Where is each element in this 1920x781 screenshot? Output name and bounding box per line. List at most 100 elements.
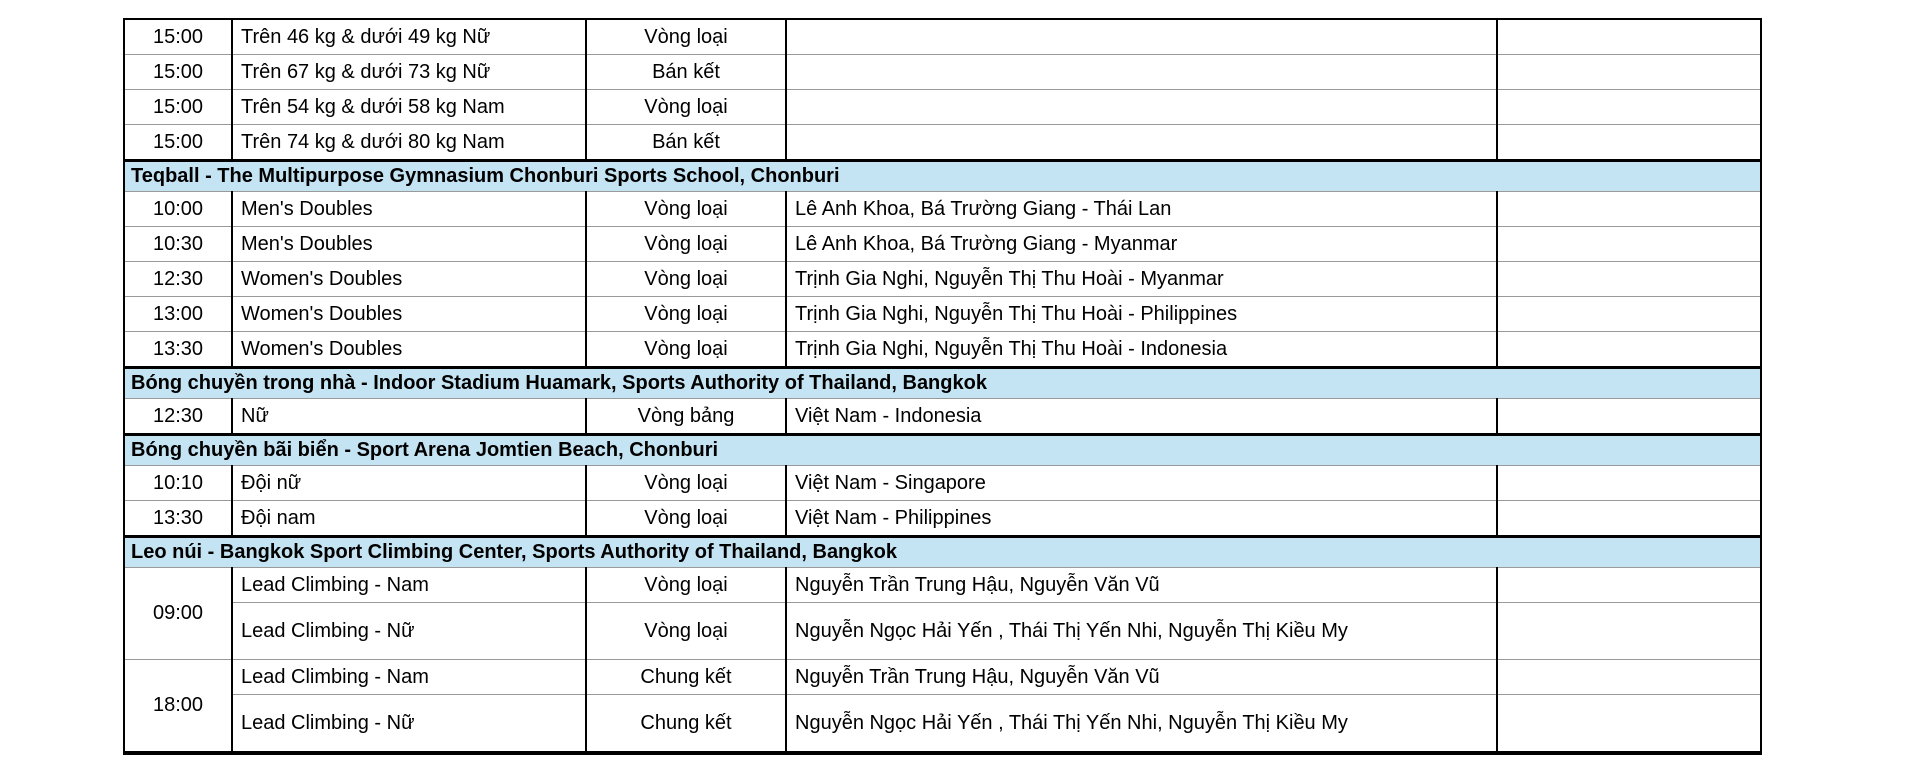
athletes-cell: Nguyễn Trần Trung Hậu, Nguyễn Văn Vũ <box>785 659 1497 695</box>
time-cell: 12:30 <box>123 261 232 297</box>
round-cell: Vòng loại <box>585 567 786 603</box>
section-header: Bóng chuyền bãi biển - Sport Arena Jomti… <box>124 433 1761 466</box>
empty-cell <box>1496 54 1761 90</box>
empty-cell <box>1496 89 1761 125</box>
athletes-cell <box>785 54 1497 90</box>
section-header-row: Bóng chuyền bãi biển - Sport Arena Jomti… <box>124 433 1761 466</box>
empty-cell <box>1496 124 1761 161</box>
time-cell: 15:00 <box>123 124 232 161</box>
athletes-cell <box>785 89 1497 125</box>
empty-cell <box>1496 296 1761 332</box>
empty-cell <box>1496 226 1761 262</box>
round-cell: Vòng loại <box>585 261 786 297</box>
event-cell: Đội nam <box>231 500 586 537</box>
time-cell: 13:00 <box>123 296 232 332</box>
event-cell: Women's Doubles <box>231 331 586 368</box>
round-cell: Vòng loại <box>585 18 786 55</box>
round-cell: Vòng loại <box>585 89 786 125</box>
event-cell: Men's Doubles <box>231 226 586 262</box>
round-cell: Vòng loại <box>585 191 786 227</box>
empty-cell <box>1496 465 1761 501</box>
empty-cell <box>1496 331 1761 368</box>
section-header: Teqball - The Multipurpose Gymnasium Cho… <box>124 159 1761 192</box>
round-cell: Vòng loại <box>585 296 786 332</box>
round-cell: Chung kết <box>585 694 786 754</box>
event-cell: Women's Doubles <box>231 261 586 297</box>
athletes-cell: Trịnh Gia Nghi, Nguyễn Thị Thu Hoài - Ph… <box>785 296 1497 332</box>
event-cell: Trên 74 kg & dưới 80 kg Nam <box>231 124 586 161</box>
event-cell: Lead Climbing - Nữ <box>231 694 586 754</box>
event-cell: Nữ <box>231 398 586 435</box>
time-cell: 12:30 <box>123 398 232 435</box>
athletes-cell: Trịnh Gia Nghi, Nguyễn Thị Thu Hoài - My… <box>785 261 1497 297</box>
schedule-row: Lead Climbing - Nữ Chung kết Nguyễn Ngọc H… <box>124 694 1761 754</box>
time-cell: 10:00 <box>123 191 232 227</box>
round-cell: Chung kết <box>585 659 786 695</box>
athletes-cell: Việt Nam - Singapore <box>785 465 1497 501</box>
schedule-row: 09:00 Lead Climbing - Nam Vòng loại Nguyễn … <box>123 567 1761 660</box>
time-cell: 10:30 <box>123 226 232 262</box>
empty-cell <box>1496 18 1761 55</box>
empty-cell <box>1496 659 1761 695</box>
athletes-cell: Nguyễn Ngọc Hải Yến , Thái Thị Yến Nhi, … <box>785 602 1497 660</box>
round-cell: Vòng bảng <box>585 398 786 435</box>
event-cell: Trên 46 kg & dưới 49 kg Nữ <box>231 18 586 55</box>
schedule-row: 15:00 Trên 54 kg & dưới 58 kg Nam Vòng loạ… <box>123 89 1761 125</box>
round-cell: Vòng loại <box>585 331 786 368</box>
athletes-cell: Việt Nam - Philippines <box>785 500 1497 537</box>
athletes-cell <box>785 124 1497 161</box>
round-cell: Vòng loại <box>585 500 786 537</box>
athletes-cell: Trịnh Gia Nghi, Nguyễn Thị Thu Hoài - In… <box>785 331 1497 368</box>
schedule-row: 10:30 Men's Doubles Vòng loại Lê Anh Khoa, … <box>123 226 1761 262</box>
section-header-row: Leo núi - Bangkok Sport Climbing Center,… <box>124 535 1761 568</box>
time-cell-merged: 18:00 <box>123 659 232 754</box>
round-cell: Vòng loại <box>585 226 786 262</box>
event-cell: Đội nữ <box>231 465 586 501</box>
section-header-row: Bóng chuyền trong nhà - Indoor Stadium H… <box>124 366 1761 399</box>
empty-cell <box>1496 398 1761 435</box>
time-cell: 15:00 <box>123 18 232 55</box>
round-cell: Bán kết <box>585 124 786 161</box>
athletes-cell: Lê Anh Khoa, Bá Trường Giang - Myanmar <box>785 226 1497 262</box>
schedule-row: 13:30 Women's Doubles Vòng loại Trịnh Gia N… <box>123 331 1761 368</box>
event-cell: Men's Doubles <box>231 191 586 227</box>
time-cell: 13:30 <box>123 331 232 368</box>
empty-cell <box>1496 602 1761 660</box>
empty-cell <box>1496 191 1761 227</box>
athletes-cell: Lê Anh Khoa, Bá Trường Giang - Thái Lan <box>785 191 1497 227</box>
round-cell: Vòng loại <box>585 465 786 501</box>
time-cell: 10:10 <box>123 465 232 501</box>
event-cell: Lead Climbing - Nam <box>231 659 586 695</box>
schedule-row: 15:00 Trên 67 kg & dưới 73 kg Nữ Bán kết <box>123 54 1761 90</box>
round-cell: Vòng loại <box>585 602 786 660</box>
schedule-row: 18:00 Lead Climbing - Nam Chung kết Nguyễn … <box>123 659 1761 754</box>
schedule-row: 12:30 Nữ Vòng bảng Việt Nam - Indonesia <box>123 398 1761 435</box>
athletes-cell: Việt Nam - Indonesia <box>785 398 1497 435</box>
athletes-cell: Nguyễn Ngọc Hải Yến , Thái Thị Yến Nhi, … <box>785 694 1497 754</box>
empty-cell <box>1496 694 1761 754</box>
section-header: Bóng chuyền trong nhà - Indoor Stadium H… <box>124 366 1761 399</box>
section-header-row: Teqball - The Multipurpose Gymnasium Cho… <box>124 159 1761 192</box>
schedule-row: 13:30 Đội nam Vòng loại Việt Nam - Philippi… <box>123 500 1761 537</box>
athletes-cell <box>785 18 1497 55</box>
time-cell: 15:00 <box>123 54 232 90</box>
event-cell: Trên 67 kg & dưới 73 kg Nữ <box>231 54 586 90</box>
time-cell: 13:30 <box>123 500 232 537</box>
schedule-table: 15:00 Trên 46 kg & dưới 49 kg Nữ Vòng loại… <box>123 18 1762 755</box>
schedule-row: 15:00 Trên 46 kg & dưới 49 kg Nữ Vòng loại <box>123 18 1761 55</box>
schedule-row: 10:00 Men's Doubles Vòng loại Lê Anh Khoa, … <box>123 191 1761 227</box>
schedule-row: 15:00 Trên 74 kg & dưới 80 kg Nam Bán kết <box>123 124 1761 161</box>
schedule-row: Lead Climbing - Nữ Vòng loại Nguyễn Ngọc H… <box>124 602 1761 660</box>
schedule-row: 13:00 Women's Doubles Vòng loại Trịnh Gia N… <box>123 296 1761 332</box>
empty-cell <box>1496 567 1761 603</box>
athletes-cell: Nguyễn Trần Trung Hậu, Nguyễn Văn Vũ <box>785 567 1497 603</box>
event-cell: Women's Doubles <box>231 296 586 332</box>
time-cell: 15:00 <box>123 89 232 125</box>
section-header: Leo núi - Bangkok Sport Climbing Center,… <box>124 535 1761 568</box>
event-cell: Trên 54 kg & dưới 58 kg Nam <box>231 89 586 125</box>
empty-cell <box>1496 261 1761 297</box>
schedule-row: 12:30 Women's Doubles Vòng loại Trịnh Gia N… <box>123 261 1761 297</box>
time-cell-merged: 09:00 <box>123 567 232 660</box>
round-cell: Bán kết <box>585 54 786 90</box>
